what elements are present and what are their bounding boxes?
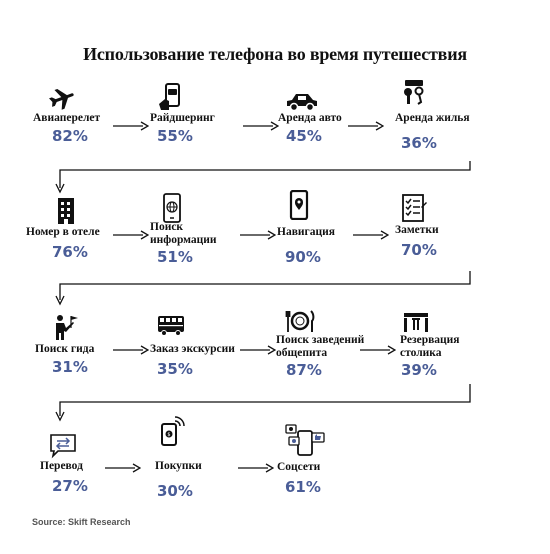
label-info-search-line2: информации (150, 234, 217, 246)
value-info-search: 51% (157, 248, 193, 266)
phone-payment-icon: $ (156, 416, 186, 446)
flow-arrow (113, 345, 149, 355)
tour-guide-icon (51, 312, 81, 342)
label-food-search-line2: общепита (276, 347, 328, 359)
car-icon (284, 86, 320, 116)
social-media-icon (284, 423, 328, 459)
label-housing-rental: Аренда жилья (395, 112, 470, 124)
value-translation: 27% (52, 477, 88, 495)
value-navigation: 90% (285, 248, 321, 266)
label-notes: Заметки (395, 224, 439, 236)
label-excursion-order: Заказ экскурсии (150, 343, 235, 355)
diagram-title: Использование телефона во время путешест… (83, 44, 467, 64)
translate-chat-icon (48, 430, 78, 460)
label-translation: Перевод (40, 460, 83, 472)
label-shopping: Покупки (155, 460, 202, 472)
row-return-connector (55, 384, 471, 422)
phone-globe-icon (157, 193, 187, 223)
label-table-booking-line1: Резервация (400, 334, 460, 346)
label-guide-search: Поиск гида (35, 343, 95, 355)
value-shopping: 30% (157, 482, 193, 500)
value-ridesharing: 55% (157, 127, 193, 145)
value-food-search: 87% (286, 361, 322, 379)
table-chairs-icon (401, 308, 431, 338)
flow-arrow (348, 121, 384, 131)
value-hotel-room: 76% (52, 243, 88, 261)
value-social-networks: 61% (285, 478, 321, 496)
value-guide-search: 31% (52, 358, 88, 376)
checklist-icon (399, 193, 429, 223)
flow-arrow (360, 345, 396, 355)
label-navigation: Навигация (277, 226, 335, 238)
label-ridesharing: Райдшеринг (150, 112, 215, 124)
flow-arrow (243, 121, 279, 131)
value-notes: 70% (401, 241, 437, 259)
flow-arrow (113, 121, 149, 131)
flow-arrow (240, 345, 276, 355)
value-aviaperelet: 82% (52, 127, 88, 145)
bus-icon (156, 310, 186, 340)
value-car-rental: 45% (286, 127, 322, 145)
row-return-connector (55, 271, 471, 306)
label-hotel-room: Номер в отеле (26, 226, 100, 238)
keys-icon (399, 78, 429, 108)
flow-arrow (238, 463, 274, 473)
label-food-search-line1: Поиск заведений (276, 334, 365, 346)
flow-arrow (113, 230, 149, 240)
label-aviaperelet: Авиаперелет (33, 112, 101, 124)
label-table-booking-line2: столика (400, 347, 442, 359)
label-car-rental: Аренда авто (278, 112, 342, 124)
airplane-icon (47, 84, 77, 114)
plate-cutlery-icon (285, 306, 315, 336)
value-table-booking: 39% (401, 361, 437, 379)
label-info-search-line1: Поиск (150, 221, 184, 233)
value-housing-rental: 36% (401, 134, 437, 152)
hotel-building-icon (52, 196, 82, 226)
svg-text:$: $ (167, 432, 170, 438)
value-excursion-order: 35% (157, 360, 193, 378)
flow-arrow (105, 463, 141, 473)
flow-arrow (240, 230, 276, 240)
phone-car-icon (157, 82, 187, 112)
label-social-networks: Соцсети (277, 461, 321, 473)
row-return-connector (55, 161, 471, 194)
flow-arrow (353, 230, 389, 240)
source-note: Source: Skift Research (32, 517, 131, 527)
phone-map-pin-icon (284, 190, 314, 220)
